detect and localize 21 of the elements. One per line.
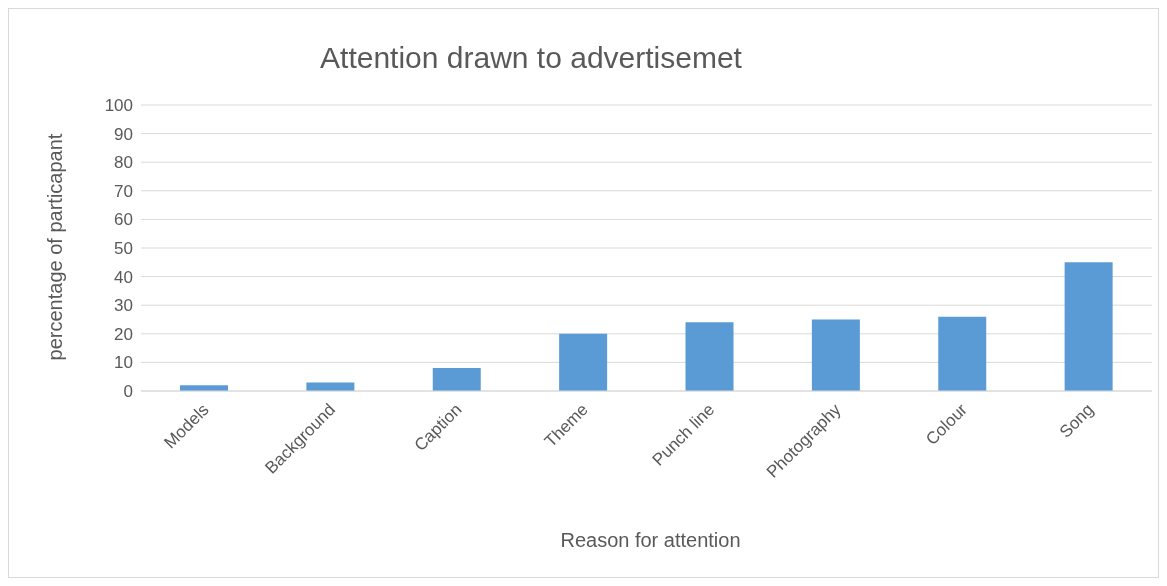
y-tick-label: 30 [114,296,133,316]
y-tick-label: 80 [114,153,133,173]
bar [938,316,987,391]
y-tick-label: 50 [114,239,133,259]
y-axis-title: percentage of particapant [43,133,67,361]
y-tick-label: 90 [114,124,133,144]
y-tick-label: 100 [104,96,133,116]
bar [306,382,355,391]
bar [559,333,608,391]
y-tick-label: 0 [123,382,133,402]
x-axis-title: Reason for attention [559,529,742,552]
bar [685,322,734,391]
y-tick-label: 10 [114,353,133,373]
bar [1064,262,1113,391]
bar [432,368,481,391]
y-tick-label: 20 [114,324,133,344]
y-tick-label: 40 [114,267,133,287]
y-tick-label: 60 [114,210,133,230]
bar [811,319,860,391]
chart-title: Attention drawn to advertisemet [319,41,743,75]
y-tick-label: 70 [114,181,133,201]
